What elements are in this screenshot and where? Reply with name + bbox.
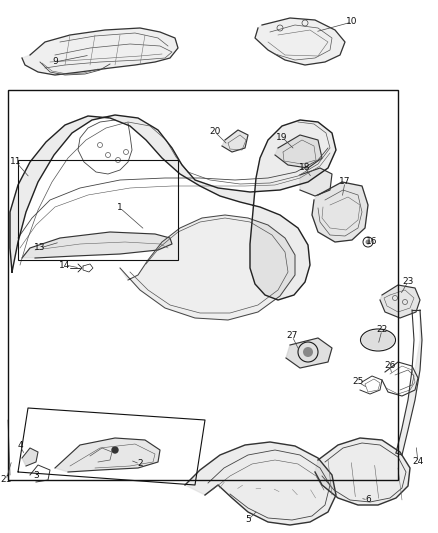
Polygon shape [315, 438, 410, 505]
Polygon shape [120, 215, 295, 320]
Bar [8, 90, 398, 480]
Ellipse shape [361, 330, 395, 350]
Text: 26: 26 [384, 361, 396, 370]
Polygon shape [286, 338, 332, 368]
Polygon shape [55, 438, 160, 472]
Polygon shape [300, 168, 332, 196]
Polygon shape [22, 28, 178, 75]
Text: 11: 11 [10, 157, 22, 166]
Polygon shape [22, 448, 38, 466]
Text: 3: 3 [33, 472, 39, 481]
Polygon shape [22, 232, 172, 258]
Polygon shape [10, 115, 336, 300]
Polygon shape [185, 442, 336, 525]
Circle shape [303, 347, 313, 357]
Text: 9: 9 [52, 58, 58, 67]
Bar [18, 160, 178, 260]
Polygon shape [396, 310, 422, 455]
Polygon shape [312, 182, 368, 242]
Circle shape [112, 447, 118, 453]
Text: 24: 24 [412, 457, 424, 466]
Text: 16: 16 [366, 238, 378, 246]
Text: 5: 5 [245, 515, 251, 524]
Text: 4: 4 [17, 441, 23, 450]
Polygon shape [222, 130, 248, 152]
Text: 20: 20 [209, 127, 221, 136]
Text: 22: 22 [376, 326, 388, 335]
Text: 23: 23 [403, 278, 413, 287]
Text: 10: 10 [346, 18, 358, 27]
Text: 21: 21 [0, 475, 12, 484]
Text: 25: 25 [352, 377, 364, 386]
Text: 1: 1 [117, 204, 123, 213]
Polygon shape [275, 135, 322, 168]
Text: 2: 2 [137, 459, 143, 469]
Text: 6: 6 [365, 496, 371, 505]
Text: 27: 27 [286, 332, 298, 341]
Text: 17: 17 [339, 177, 351, 187]
Circle shape [365, 239, 371, 245]
Text: 14: 14 [59, 261, 71, 270]
Polygon shape [255, 18, 345, 65]
Text: 19: 19 [276, 133, 288, 141]
Text: 18: 18 [299, 164, 311, 173]
Polygon shape [380, 285, 420, 318]
Text: 13: 13 [34, 244, 46, 253]
